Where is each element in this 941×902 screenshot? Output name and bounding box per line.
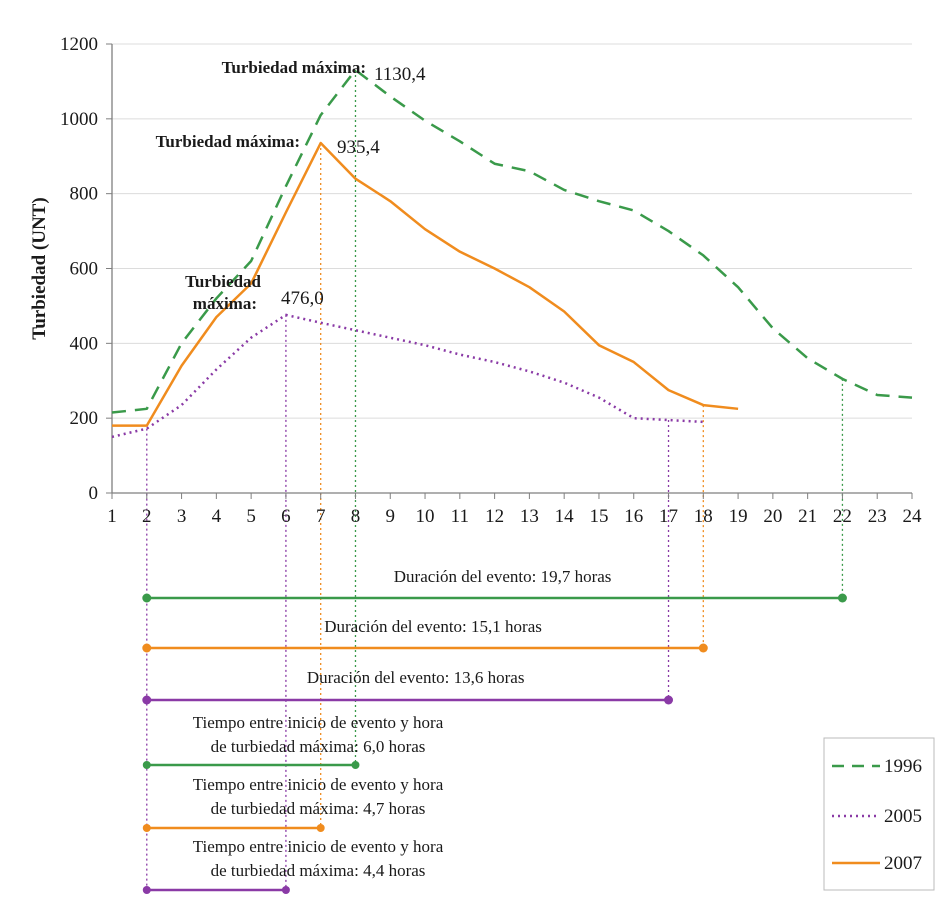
x-tick-label: 6 bbox=[281, 506, 291, 527]
time-to-peak-end-marker bbox=[316, 824, 325, 832]
duration-start-marker bbox=[142, 695, 152, 705]
series-line-2007 bbox=[112, 141, 739, 427]
peak-value-1996: 1130,4 bbox=[374, 64, 426, 85]
duration-end-marker bbox=[698, 643, 708, 653]
duration-start-marker bbox=[142, 593, 152, 603]
duration-start-marker bbox=[142, 643, 152, 653]
peak-value-2007: 935,4 bbox=[337, 137, 380, 158]
time-to-peak-start-marker bbox=[142, 824, 151, 832]
x-tick-label: 9 bbox=[386, 506, 396, 527]
time-to-peak-end-marker bbox=[351, 761, 360, 769]
time-to-peak-label-line2: de turbiedad máxima: 4,4 horas bbox=[211, 861, 426, 880]
x-tick-label: 3 bbox=[177, 506, 187, 527]
duration-label: Duración del evento: 19,7 horas bbox=[394, 567, 612, 586]
peak-label-2005-line2: máxima: bbox=[193, 294, 257, 313]
x-tick-label: 20 bbox=[763, 506, 782, 527]
x-tick-label: 14 bbox=[555, 506, 575, 527]
x-tick-label: 7 bbox=[316, 506, 326, 527]
x-tick-label: 13 bbox=[520, 506, 539, 527]
duration-label: Duración del evento: 13,6 horas bbox=[307, 668, 525, 687]
x-tick-label: 2 bbox=[142, 506, 152, 527]
duration-end-marker bbox=[664, 695, 674, 705]
duration-bars: Duración del evento: 19,7 horas Duración … bbox=[142, 567, 847, 894]
x-tick-label: 8 bbox=[351, 506, 361, 527]
legend: 1996 2005 2007 bbox=[823, 737, 935, 891]
x-tick-label: 23 bbox=[868, 506, 887, 527]
x-tick-label: 12 bbox=[485, 506, 504, 527]
x-tick-label: 16 bbox=[624, 506, 643, 527]
peak-label-2005-line1: Turbiedad bbox=[185, 272, 261, 291]
series-line-1996 bbox=[111, 68, 913, 414]
x-tick-label: 21 bbox=[798, 506, 817, 527]
peak-label-2007: Turbiedad máxima: bbox=[156, 132, 300, 151]
x-tick-label: 15 bbox=[589, 506, 608, 527]
y-tick-label: 400 bbox=[70, 333, 99, 354]
x-tick-label: 10 bbox=[416, 506, 435, 527]
x-tick-label: 4 bbox=[212, 506, 222, 527]
time-to-peak-label-line2: de turbiedad máxima: 6,0 horas bbox=[211, 737, 426, 756]
legend-box bbox=[823, 737, 935, 891]
y-tick-label: 1200 bbox=[60, 34, 98, 55]
x-tick-label: 11 bbox=[451, 506, 469, 527]
time-to-peak-label-line1: Tiempo entre inicio de evento y hora bbox=[193, 713, 444, 732]
x-tick-label: 17 bbox=[659, 506, 678, 527]
legend-label-1996: 1996 bbox=[884, 756, 922, 777]
x-tick-label: 24 bbox=[903, 506, 923, 527]
y-axis-title: Turbiedad (UNT) bbox=[29, 197, 50, 339]
time-to-peak-label-line2: de turbiedad máxima: 4,7 horas bbox=[211, 799, 426, 818]
y-tick-label: 800 bbox=[70, 184, 99, 205]
duration-end-marker bbox=[837, 593, 847, 603]
series-line-2005 bbox=[111, 313, 704, 439]
duration-label: Duración del evento: 15,1 horas bbox=[324, 617, 542, 636]
time-to-peak-label-line1: Tiempo entre inicio de evento y hora bbox=[193, 775, 444, 794]
x-tick-label: 22 bbox=[833, 506, 852, 527]
time-to-peak-start-marker bbox=[142, 886, 151, 894]
time-to-peak-label-line1: Tiempo entre inicio de evento y hora bbox=[193, 837, 444, 856]
peak-annotations: Turbiedad máxima: 1130,4 Turbiedad máxima:… bbox=[156, 58, 426, 313]
x-tick-label: 18 bbox=[694, 506, 713, 527]
y-tick-label: 200 bbox=[70, 408, 99, 429]
y-tick-label: 0 bbox=[89, 483, 99, 504]
legend-label-2007: 2007 bbox=[884, 853, 922, 874]
time-to-peak-start-marker bbox=[142, 761, 151, 769]
peak-value-2005: 476,0 bbox=[281, 288, 324, 309]
x-tick-label: 1 bbox=[107, 506, 117, 527]
y-tick-label: 600 bbox=[70, 259, 99, 280]
legend-label-2005: 2005 bbox=[884, 806, 922, 827]
series-lines bbox=[111, 68, 913, 439]
time-to-peak-end-marker bbox=[281, 886, 290, 894]
projection-lines bbox=[146, 70, 844, 890]
x-tick-label: 19 bbox=[729, 506, 748, 527]
x-tick-label: 5 bbox=[246, 506, 256, 527]
y-tick-label: 1000 bbox=[60, 109, 98, 130]
peak-label-1996: Turbiedad máxima: bbox=[222, 58, 366, 77]
